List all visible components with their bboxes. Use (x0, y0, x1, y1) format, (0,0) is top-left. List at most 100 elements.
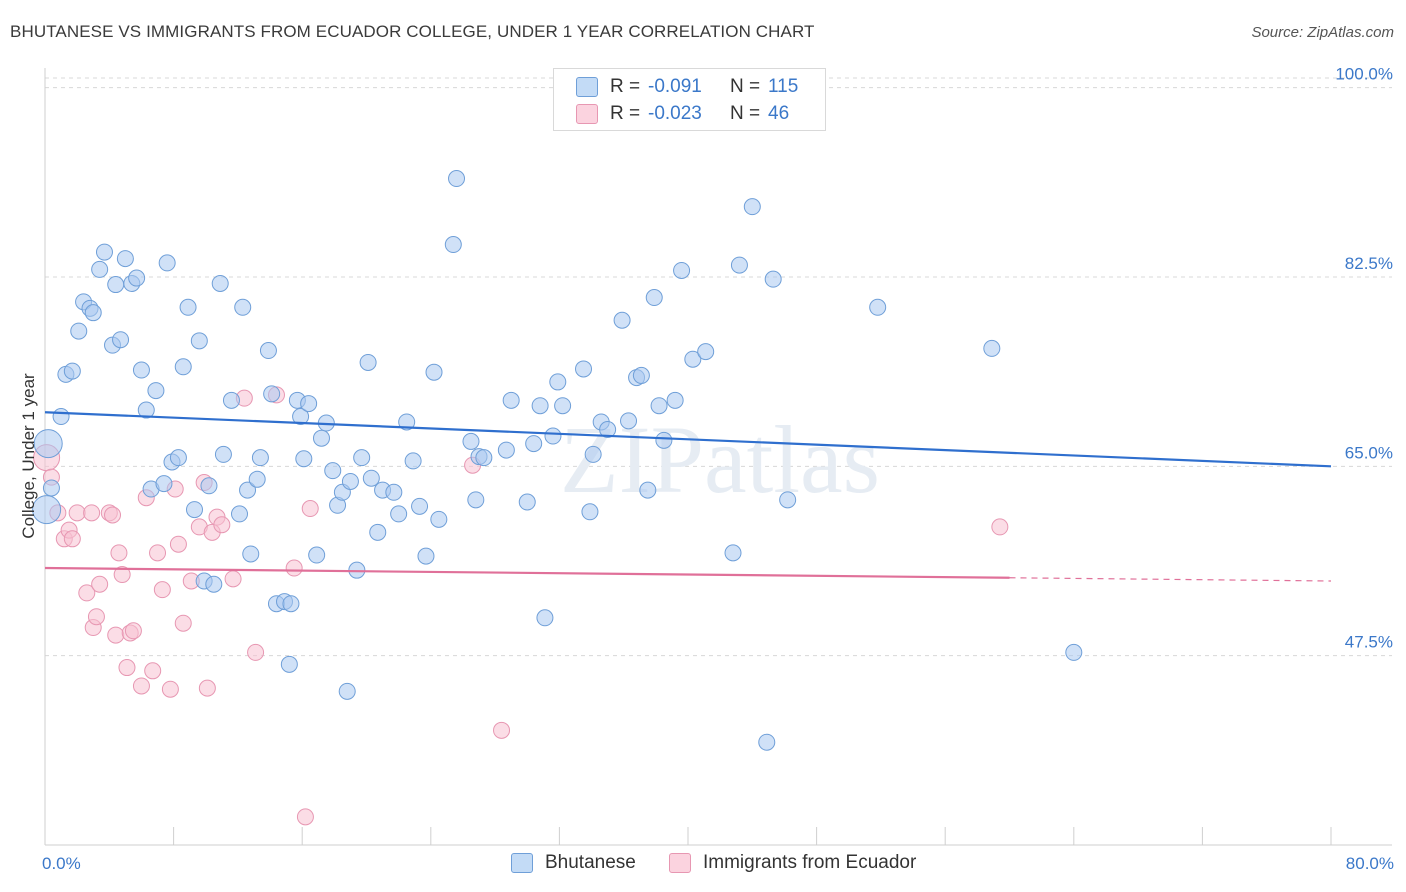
point-ecuador (104, 506, 122, 524)
point-bhutanese (324, 462, 342, 480)
point-bhutanese (205, 575, 223, 593)
point-bhutanese (531, 397, 549, 415)
point-bhutanese (63, 362, 81, 380)
point-bhutanese (52, 408, 70, 426)
point-ecuador (144, 662, 162, 680)
point-bhutanese (292, 408, 310, 426)
point-bhutanese (390, 505, 408, 523)
y-tick-label: 82.5% (1345, 254, 1393, 273)
point-ecuador (113, 566, 131, 584)
legend-swatch-blue (511, 853, 533, 873)
point-bhutanese (308, 546, 326, 564)
point-bhutanese (185, 501, 203, 519)
point-bhutanese (190, 332, 208, 350)
point-ecuador (63, 530, 81, 548)
legend-item-ecuador[interactable]: Immigrants from Ecuador (669, 852, 916, 874)
point-bhutanese (724, 544, 742, 562)
legend-r-value: -0.091 (648, 76, 702, 97)
point-bhutanese (128, 269, 146, 287)
point-ecuador (87, 608, 105, 626)
point-bhutanese (655, 431, 673, 449)
point-ecuador (78, 584, 96, 602)
point-bhutanese (404, 452, 422, 470)
point-ecuador (285, 559, 303, 577)
legend-row-ecuador: R = -0.023 N = 46 (576, 102, 789, 126)
point-bhutanese (444, 236, 462, 254)
point-bhutanese (211, 274, 229, 292)
legend-n-label: N = (730, 76, 761, 97)
point-bhutanese (179, 298, 197, 316)
point-bhutanese (666, 391, 684, 409)
point-bhutanese (502, 391, 520, 409)
point-ecuador (118, 659, 136, 677)
point-ecuador (91, 575, 109, 593)
point-bhutanese (369, 523, 387, 541)
point-bhutanese (430, 510, 448, 528)
point-bhutanese (536, 609, 554, 627)
point-ecuador (132, 677, 150, 695)
point-bhutanese (359, 353, 377, 371)
point-ecuador (107, 626, 125, 644)
point-bhutanese (645, 289, 663, 307)
point-bhutanese (112, 331, 130, 349)
y-tick-label: 100.0% (1335, 65, 1393, 84)
point-bhutanese (743, 198, 761, 216)
point-bhutanese (983, 339, 1001, 357)
point-bhutanese (116, 250, 134, 268)
point-bhutanese (497, 441, 515, 459)
point-bhutanese (95, 243, 113, 261)
point-bhutanese (599, 421, 617, 439)
point-bhutanese (234, 298, 252, 316)
point-ecuador (198, 679, 216, 697)
point-bhutanese (300, 395, 318, 413)
point-bhutanese (525, 435, 543, 453)
point-bhutanese (467, 491, 485, 509)
point-ecuador (149, 544, 167, 562)
x-tick-label: 80.0% (1346, 854, 1394, 873)
point-bhutanese (295, 450, 313, 468)
point-bhutanese (312, 429, 330, 447)
point-bhutanese (155, 475, 173, 493)
legend-n-label: N = (730, 103, 761, 124)
legend-r-label: R = (610, 76, 641, 97)
point-bhutanese (33, 429, 63, 459)
point-bhutanese (132, 361, 150, 379)
point-bhutanese (147, 382, 165, 400)
point-bhutanese (248, 470, 266, 488)
point-bhutanese (231, 505, 249, 523)
series-bhutanese (32, 170, 1083, 751)
point-bhutanese (169, 449, 187, 467)
y-tick-label: 47.5% (1345, 633, 1393, 652)
point-bhutanese (544, 427, 562, 445)
legend-label-bhutanese: Bhutanese (545, 852, 636, 873)
stats-legend: R = -0.091 N = 115 R = -0.023 N = 46 (553, 68, 826, 131)
point-bhutanese (200, 477, 218, 495)
point-bhutanese (462, 432, 480, 450)
trend-line-ecuador-extension (1009, 577, 1332, 582)
legend-n-value: 115 (768, 76, 799, 97)
point-bhutanese (137, 401, 155, 419)
legend-n-value: 46 (768, 103, 790, 124)
point-bhutanese (554, 397, 572, 415)
legend-item-bhutanese[interactable]: Bhutanese (511, 852, 636, 874)
point-bhutanese (697, 343, 715, 361)
chart-title: BHUTANESE VS IMMIGRANTS FROM ECUADOR COL… (10, 22, 815, 41)
point-bhutanese (1065, 643, 1083, 661)
point-ecuador (110, 544, 128, 562)
trend-line-ecuador (44, 566, 1010, 579)
point-bhutanese (425, 363, 443, 381)
legend-row-bhutanese: R = -0.091 N = 115 (576, 75, 798, 99)
point-bhutanese (385, 483, 403, 501)
point-bhutanese (353, 449, 371, 467)
point-bhutanese (280, 655, 298, 673)
point-bhutanese (32, 495, 62, 525)
point-bhutanese (222, 391, 240, 409)
point-ecuador (174, 614, 192, 632)
point-bhutanese (620, 412, 638, 430)
point-bhutanese (764, 270, 782, 288)
point-bhutanese (398, 413, 416, 431)
point-bhutanese (158, 254, 176, 272)
point-bhutanese (684, 350, 702, 368)
point-bhutanese (362, 469, 380, 487)
